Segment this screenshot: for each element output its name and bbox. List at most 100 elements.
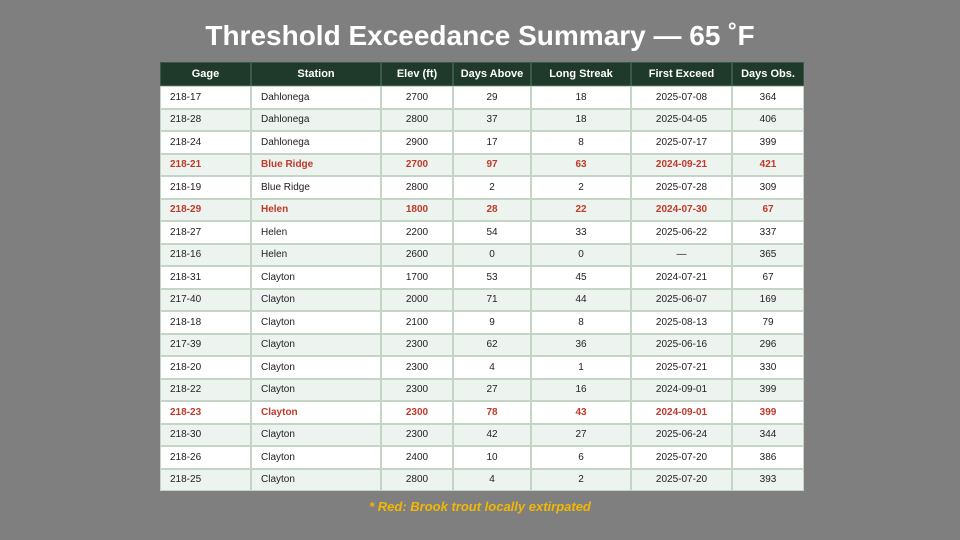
table-row: 218-28 Dahlonega 2800 37 18 2025-04-05 406 [160,108,804,131]
table-cell: 2 [531,468,631,491]
table-cell: 2025-07-28 [631,176,732,199]
table-cell: 28 [453,198,531,221]
table-cell: 337 [732,221,804,244]
table-row: 218-27 Helen 2200 54 33 2025-06-22 337 [160,221,804,244]
table-cell: 0 [531,243,631,266]
table-cell: 53 [453,266,531,289]
table-cell: Dahlonega [251,131,381,154]
table-cell: 2700 [381,86,453,109]
table-row: 217-40 Clayton 2000 71 44 2025-06-07 169 [160,288,804,311]
table-cell: 2800 [381,176,453,199]
table-cell: 2800 [381,468,453,491]
table-row: 218-30 Clayton 2300 42 27 2025-06-24 344 [160,423,804,446]
table-cell: 2024-09-21 [631,153,732,176]
table-cell: 27 [453,378,531,401]
table-row: 217-39 Clayton 2300 62 36 2025-06-16 296 [160,333,804,356]
table-cell: 36 [531,333,631,356]
table-cell: 344 [732,423,804,446]
table-cell: 218-20 [160,356,251,379]
table-cell: 8 [531,311,631,334]
table-cell: 399 [732,131,804,154]
table-row: 218-18 Clayton 2100 9 8 2025-08-13 79 [160,311,804,334]
table-cell: 6 [531,446,631,469]
table-cell: 218-18 [160,311,251,334]
table-cell: Blue Ridge [251,153,381,176]
table-cell: — [631,243,732,266]
table-cell: 365 [732,243,804,266]
table-cell: 399 [732,401,804,424]
table-cell: 2024-07-21 [631,266,732,289]
table-cell: 0 [453,243,531,266]
table-cell: 71 [453,288,531,311]
table-cell: 4 [453,468,531,491]
table-cell: 9 [453,311,531,334]
table-cell: 2025-07-17 [631,131,732,154]
header-cell: First Exceed [631,62,732,86]
table-row: 218-26 Clayton 2400 10 6 2025-07-20 386 [160,446,804,469]
table-row: 218-21 Blue Ridge 2700 97 63 2024-09-21 421 [160,153,804,176]
table-cell: 218-19 [160,176,251,199]
table-cell: 386 [732,446,804,469]
table-cell: 42 [453,423,531,446]
table-cell: 1800 [381,198,453,221]
table-cell: Clayton [251,446,381,469]
header-cell: Long Streak [531,62,631,86]
header-cell: Days Obs. [732,62,804,86]
table-cell: 330 [732,356,804,379]
table-cell: 218-24 [160,131,251,154]
table-cell: 2025-06-16 [631,333,732,356]
table-cell: 2025-06-24 [631,423,732,446]
table-cell: 2025-07-08 [631,86,732,109]
header-cell: Gage [160,62,251,86]
table-cell: 22 [531,198,631,221]
table-cell: 4 [453,356,531,379]
table-cell: 2 [453,176,531,199]
table-row: 218-29 Helen 1800 28 22 2024-07-30 67 [160,198,804,221]
footnote: * Red: Brook trout locally extirpated [369,499,591,514]
table-cell: Clayton [251,266,381,289]
table-cell: 218-17 [160,86,251,109]
table-cell: 2024-09-01 [631,401,732,424]
table-cell: 218-27 [160,221,251,244]
table: Gage Station Elev (ft) Days Above Long Strea… [160,62,804,491]
table-cell: 296 [732,333,804,356]
table-cell: 218-26 [160,446,251,469]
table-cell: 309 [732,176,804,199]
table-cell: 2025-06-22 [631,221,732,244]
header-cell: Elev (ft) [381,62,453,86]
table-cell: Dahlonega [251,86,381,109]
table-row: 218-24 Dahlonega 2900 17 8 2025-07-17 399 [160,131,804,154]
table-cell: 218-25 [160,468,251,491]
table-cell: 217-40 [160,288,251,311]
table-cell: Blue Ridge [251,176,381,199]
table-cell: Clayton [251,423,381,446]
table-cell: 217-39 [160,333,251,356]
table-cell: 54 [453,221,531,244]
table-row: 218-17 Dahlonega 2700 29 18 2025-07-08 364 [160,86,804,109]
table-cell: 2000 [381,288,453,311]
table-cell: Clayton [251,401,381,424]
table-cell: 17 [453,131,531,154]
table-cell: Clayton [251,378,381,401]
table-cell: 2400 [381,446,453,469]
table-cell: 33 [531,221,631,244]
table-cell: 2300 [381,401,453,424]
table-row: 218-20 Clayton 2300 4 1 2025-07-21 330 [160,356,804,379]
table-cell: 169 [732,288,804,311]
table-cell: Clayton [251,311,381,334]
table-cell: Clayton [251,333,381,356]
table-cell: 218-28 [160,108,251,131]
table-cell: 2025-07-21 [631,356,732,379]
table-cell: Helen [251,243,381,266]
table-cell: 2300 [381,333,453,356]
table-cell: 27 [531,423,631,446]
table-cell: 37 [453,108,531,131]
table-cell: 2025-06-07 [631,288,732,311]
header-cell: Station [251,62,381,86]
table-cell: 1700 [381,266,453,289]
table-cell: 399 [732,378,804,401]
table-cell: 218-21 [160,153,251,176]
table-cell: 16 [531,378,631,401]
table-cell: Clayton [251,288,381,311]
table-cell: 2800 [381,108,453,131]
